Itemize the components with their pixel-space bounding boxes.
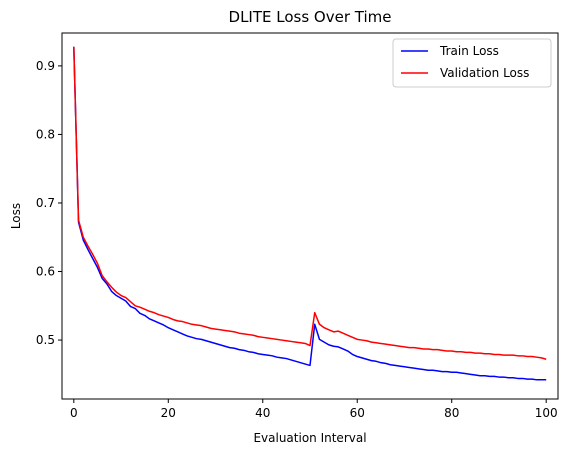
y-tick-label: 0.9 bbox=[36, 59, 55, 73]
x-tick-label: 40 bbox=[255, 406, 270, 420]
x-tick-label: 80 bbox=[444, 406, 459, 420]
y-axis-label: Loss bbox=[9, 203, 23, 229]
y-axis-ticks: 0.5 0.6 0.7 0.8 0.9 bbox=[36, 59, 62, 347]
plot-area: 0 20 40 60 80 100 0.5 0.6 0.7 0.8 0.9 bbox=[36, 32, 559, 420]
series-line-validation-loss bbox=[73, 46, 547, 360]
y-tick-label: 0.6 bbox=[36, 265, 55, 279]
x-axis-label: Evaluation Interval bbox=[253, 431, 366, 445]
legend-box bbox=[392, 38, 552, 88]
legend-label-train-loss: Train Loss bbox=[439, 44, 499, 58]
y-tick-label: 0.8 bbox=[36, 127, 55, 141]
y-tick-label: 0.5 bbox=[36, 333, 55, 347]
x-tick-label: 0 bbox=[70, 406, 78, 420]
series-layer bbox=[73, 46, 547, 381]
legend-label-validation-loss: Validation Loss bbox=[440, 66, 529, 80]
series-line-train-loss bbox=[73, 46, 547, 381]
chart-title: DLITE Loss Over Time bbox=[229, 8, 392, 26]
x-tick-label: 100 bbox=[535, 406, 558, 420]
y-tick-label: 0.7 bbox=[36, 196, 55, 210]
legend: Train Loss Validation Loss bbox=[392, 38, 552, 88]
x-tick-label: 60 bbox=[350, 406, 365, 420]
plot-frame bbox=[61, 32, 559, 400]
x-tick-label: 20 bbox=[161, 406, 176, 420]
x-axis-ticks: 0 20 40 60 80 100 bbox=[70, 399, 558, 420]
